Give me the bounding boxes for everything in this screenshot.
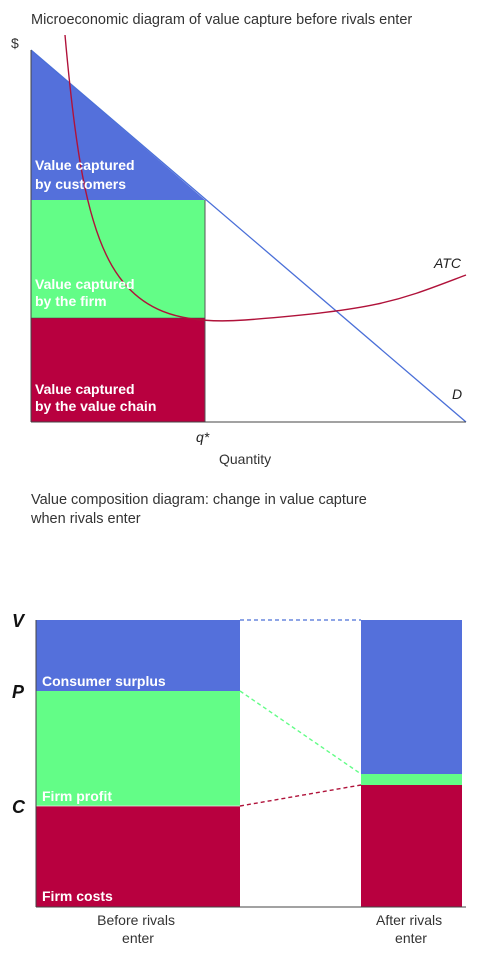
after-firm-profit xyxy=(361,774,462,785)
bottom-diagram-title: Value composition diagram: change in val… xyxy=(30,492,371,527)
demand-label: D xyxy=(452,386,462,402)
firm-region xyxy=(31,200,205,318)
v-label: V xyxy=(12,611,26,631)
value-chain-region xyxy=(31,318,205,422)
c-label: C xyxy=(12,797,26,817)
before-firm-profit xyxy=(36,691,240,806)
x-axis-label: Quantity xyxy=(219,451,271,467)
firm-costs-label: Firm costs xyxy=(42,888,113,904)
consumer-surplus-label: Consumer surplus xyxy=(42,673,166,689)
q-star-label: q* xyxy=(196,429,210,445)
firm-region-label: Value captured by the firm xyxy=(35,276,138,309)
atc-curve xyxy=(64,34,467,322)
demand-curve xyxy=(30,49,467,423)
p-label: P xyxy=(12,682,25,702)
top-diagram-title: Microeconomic diagram of value capture b… xyxy=(31,12,412,28)
before-firm-costs xyxy=(36,806,240,907)
firm-profit-label: Firm profit xyxy=(42,788,112,804)
after-firm-costs xyxy=(361,785,462,907)
before-consumer-surplus xyxy=(36,620,240,691)
after-consumer-surplus xyxy=(361,620,462,774)
atc-label: ATC xyxy=(433,255,462,271)
value-chain-region-label: Value captured by the value chain xyxy=(35,381,156,414)
customers-region-label: Value captured by customers xyxy=(35,157,138,192)
after-bar-label: After rivals enter xyxy=(376,912,446,946)
p-connector xyxy=(239,690,362,775)
before-bar-label: Before rivals enter xyxy=(97,912,179,946)
y-axis-label: $ xyxy=(11,35,19,51)
c-connector xyxy=(239,784,362,807)
